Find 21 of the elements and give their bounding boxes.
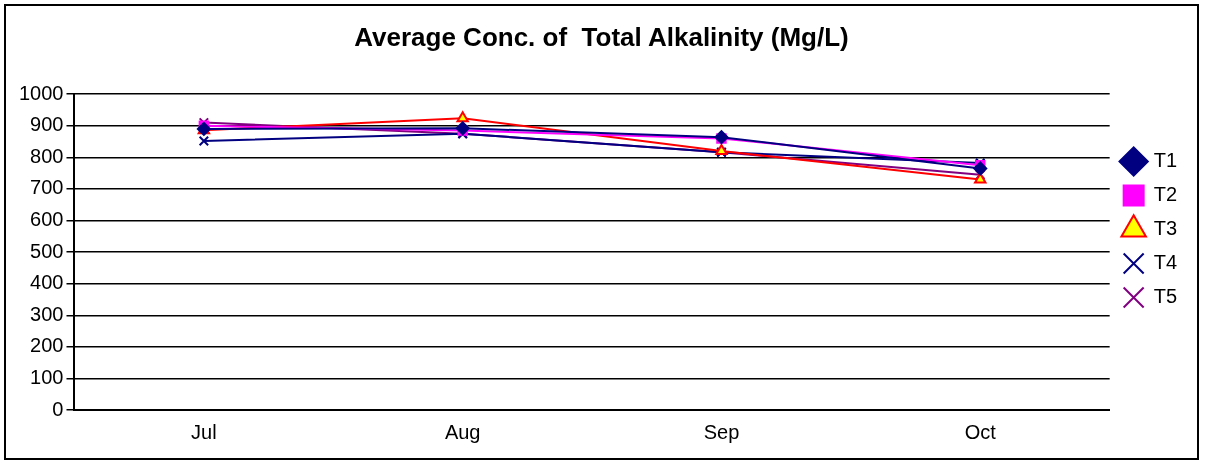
legend-label: T3	[1153, 217, 1177, 240]
y-tick-label: 1000	[18, 81, 64, 104]
y-tick-label: 100	[30, 365, 64, 388]
y-tick-label: 600	[30, 208, 64, 231]
legend-label: T1	[1153, 149, 1177, 172]
y-tick-label: 200	[30, 334, 64, 357]
x-tick-label: Oct	[964, 420, 997, 443]
y-tick-label: 0	[52, 397, 64, 420]
y-tick-label: 800	[30, 144, 64, 167]
y-tick-label: 400	[30, 271, 64, 294]
x-tick-label: Jul	[191, 420, 217, 443]
x-tick-label: Sep	[703, 420, 740, 443]
y-tick-label: 700	[30, 176, 64, 199]
legend-label: T2	[1153, 183, 1177, 206]
x-tick-label: Aug	[444, 420, 481, 443]
legend-label: T4	[1153, 251, 1177, 274]
y-tick-label: 500	[30, 239, 64, 262]
legend-label: T5	[1153, 285, 1177, 308]
chart-title: Average Conc. of Total Alkalinity (Mg/L)	[354, 21, 849, 52]
y-tick-label: 900	[30, 113, 64, 136]
y-tick-label: 300	[30, 302, 64, 325]
